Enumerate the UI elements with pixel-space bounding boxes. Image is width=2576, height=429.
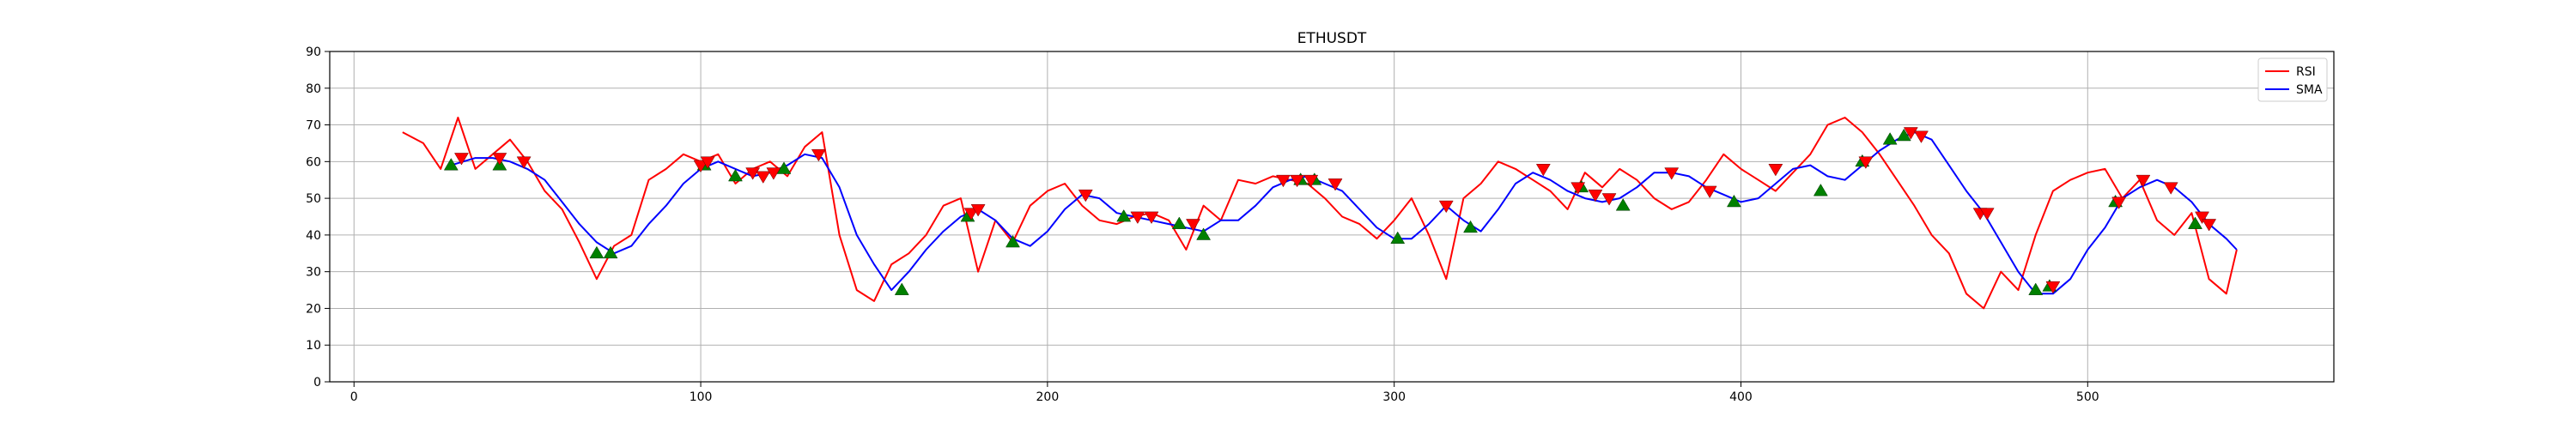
y-tick-label: 10 <box>306 339 321 353</box>
sell-marker <box>1914 130 1929 143</box>
y-tick-label: 20 <box>306 302 321 316</box>
x-tick-label: 100 <box>690 390 713 404</box>
sell-marker <box>1303 174 1319 188</box>
sell-marker <box>963 208 979 221</box>
buy-marker <box>1813 184 1828 196</box>
sell-marker <box>693 160 708 173</box>
sell-marker <box>1768 164 1783 177</box>
sell-marker <box>1702 185 1717 199</box>
sell-marker <box>2195 211 2209 224</box>
y-tick-label: 70 <box>306 119 321 133</box>
buy-marker <box>1390 231 1406 245</box>
y-tick-label: 50 <box>306 192 321 206</box>
sell-marker <box>745 167 761 180</box>
sell-marker <box>1535 164 1551 177</box>
x-tick-label: 0 <box>350 390 358 404</box>
sell-marker <box>454 153 469 166</box>
buy-marker <box>2188 216 2202 229</box>
sell-marker <box>970 204 986 217</box>
sma-line <box>451 131 2238 295</box>
plot-frame <box>329 51 2335 383</box>
sell-marker <box>492 153 507 166</box>
x-tick-label: 400 <box>1729 390 1753 404</box>
sell-marker <box>1144 211 1159 224</box>
sell-marker <box>811 148 826 162</box>
buy-marker <box>443 158 459 171</box>
buy-marker <box>1882 132 1898 145</box>
sell-marker <box>1130 211 1145 224</box>
chart-title: ETHUSDT <box>1297 30 1367 47</box>
x-tick-label: 200 <box>1036 390 1060 404</box>
sell-marker <box>700 156 715 169</box>
x-tick-label: 500 <box>2076 390 2099 404</box>
buy-marker <box>1896 128 1911 142</box>
sell-marker <box>766 167 781 180</box>
buy-marker <box>603 245 618 259</box>
sell-marker <box>1571 182 1586 195</box>
buy-marker <box>1196 227 1212 240</box>
y-tick-label: 90 <box>306 45 321 59</box>
legend: RSI SMA <box>2257 57 2328 102</box>
signal-markers <box>443 127 2217 295</box>
sell-marker <box>1601 193 1617 206</box>
sell-marker <box>756 171 771 184</box>
buy-marker <box>2028 282 2044 295</box>
sell-marker <box>1276 174 1291 188</box>
legend-box <box>2257 57 2328 102</box>
y-tick-label: 60 <box>306 155 321 169</box>
buy-marker <box>1005 234 1020 248</box>
sell-marker <box>1186 219 1200 232</box>
legend-sma-label: SMA <box>2296 83 2323 97</box>
buy-marker <box>1463 220 1478 233</box>
buy-marker <box>728 168 743 182</box>
sell-marker <box>1438 200 1454 214</box>
sell-marker <box>2202 219 2217 232</box>
sell-marker <box>1903 127 1918 140</box>
buy-marker <box>1171 216 1187 229</box>
sell-marker <box>516 156 532 169</box>
buy-marker <box>1726 194 1741 208</box>
buy-marker <box>1116 209 1132 222</box>
sell-marker <box>1858 156 1874 169</box>
sell-marker <box>2163 182 2178 195</box>
sell-marker <box>1078 189 1093 202</box>
y-tick-label: 0 <box>313 376 321 390</box>
sell-marker <box>1588 189 1603 202</box>
axes: 0 100 200 300 400 500 0 10 20 30 40 50 60 70 80 90 <box>306 45 2335 404</box>
y-tick-label: 40 <box>306 229 321 243</box>
y-tick-label: 80 <box>306 82 321 96</box>
grid-lines <box>330 51 2334 383</box>
y-tick-label: 30 <box>306 266 321 280</box>
sell-marker <box>2045 281 2061 294</box>
buy-marker <box>1615 198 1631 211</box>
buy-marker <box>589 245 605 259</box>
sell-marker <box>1327 178 1343 191</box>
sell-marker <box>2136 174 2151 188</box>
legend-rsi-label: RSI <box>2296 65 2316 79</box>
sell-marker <box>1979 208 1995 221</box>
sell-marker <box>1290 174 1305 188</box>
x-tick-label: 300 <box>1382 390 1406 404</box>
sell-marker <box>1664 167 1680 180</box>
buy-marker <box>894 282 909 295</box>
sell-marker <box>2111 196 2127 209</box>
